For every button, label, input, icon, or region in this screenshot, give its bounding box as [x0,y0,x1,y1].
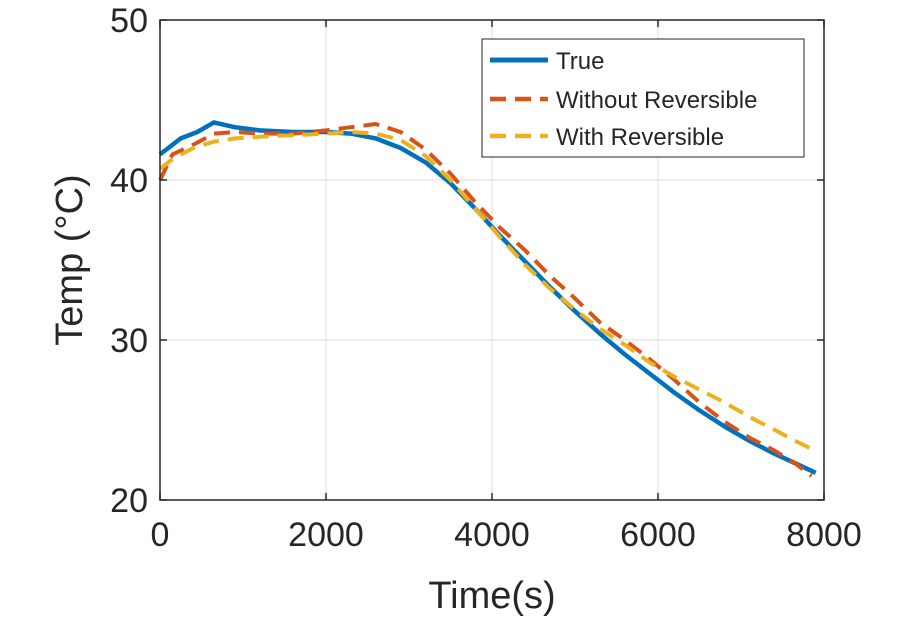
x-tick-label: 4000 [454,516,530,554]
x-tick-label: 8000 [786,516,862,554]
y-tick-label: 40 [110,162,148,200]
axis-ticks: 0 2000 4000 6000 8000 20 30 40 50 [110,2,862,554]
x-axis-title: Time(s) [428,575,555,617]
legend-label-true: True [556,48,604,75]
series-line-with-reversible [158,130,813,451]
y-tick-label: 50 [110,2,148,40]
y-axis-title: Temp (°C) [49,174,91,345]
legend-label-without-reversible: Without Reversible [556,87,757,114]
series-line-without-reversible [158,122,813,478]
y-tick-label: 20 [110,482,148,520]
legend: True Without Reversible With Reversible [481,38,805,158]
series-lines [158,120,817,478]
x-tick-label: 0 [151,516,170,554]
y-tick-label: 30 [110,322,148,360]
legend-label-with-reversible: With Reversible [556,124,724,151]
series-line-true [158,120,817,475]
x-tick-label: 6000 [620,516,696,554]
x-tick-label: 2000 [288,516,364,554]
